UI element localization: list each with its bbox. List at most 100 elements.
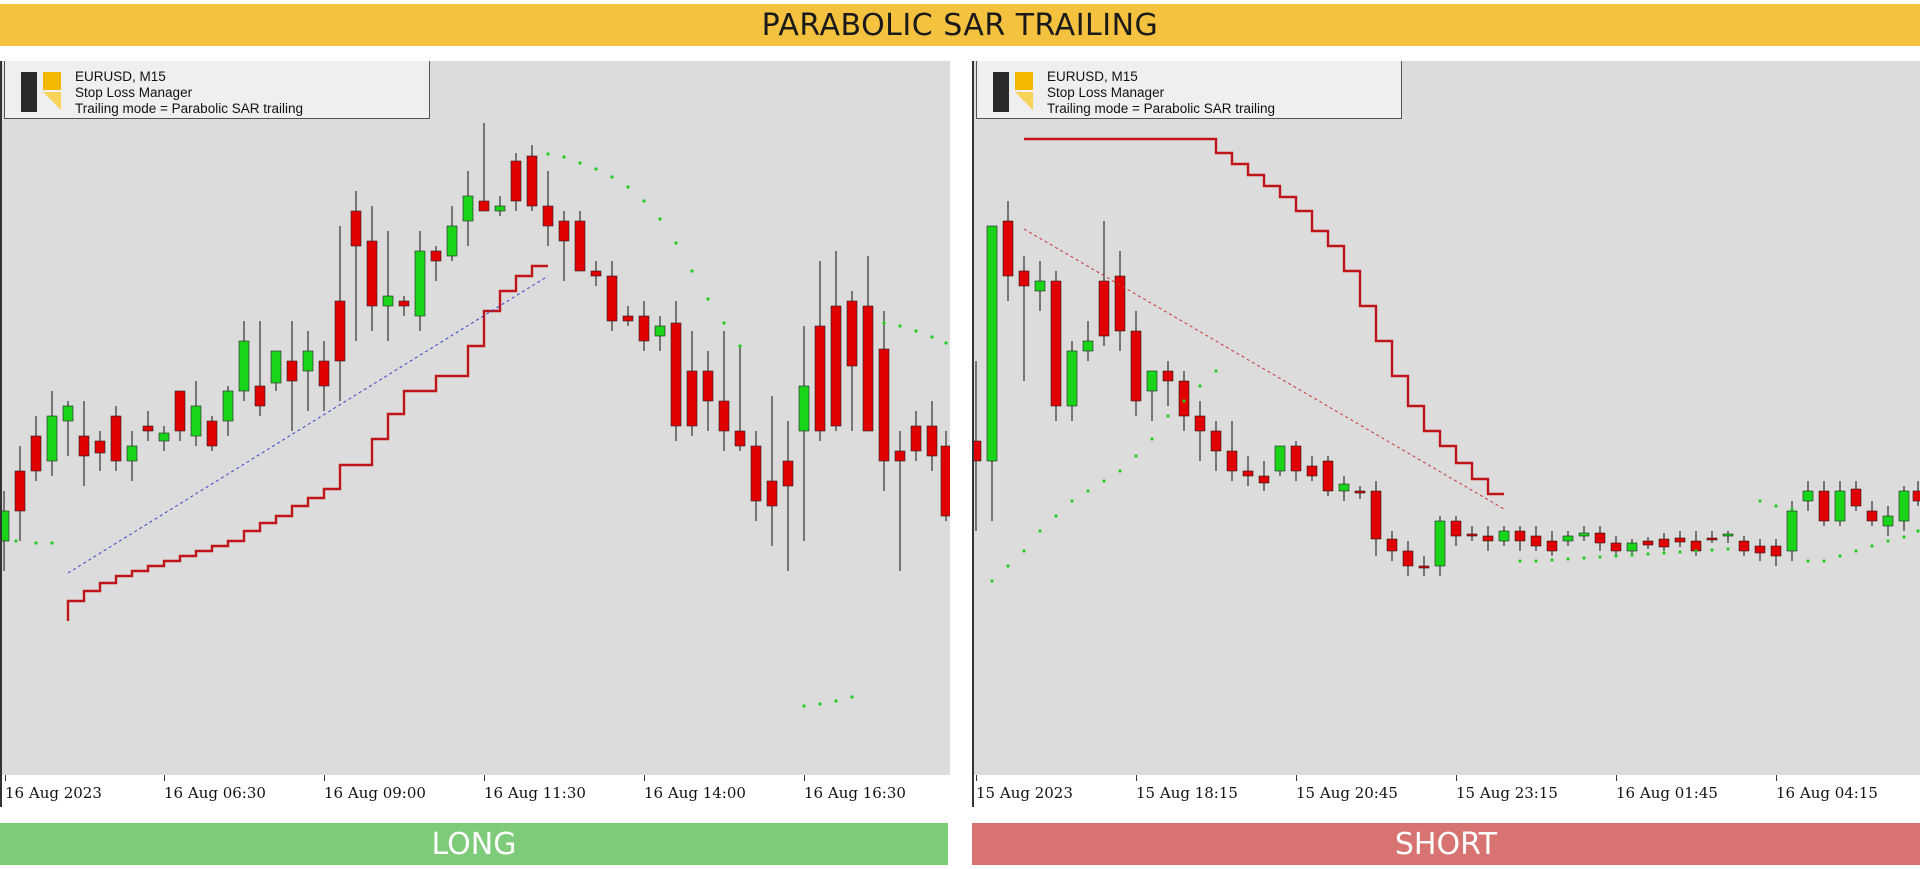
sar-dot — [674, 241, 678, 245]
sar-dot — [834, 699, 838, 703]
short-label-bar: SHORT — [972, 823, 1920, 865]
sar-dot — [738, 344, 742, 348]
bear-candle — [478, 200, 490, 212]
bear-candle — [1594, 532, 1606, 544]
bear-candle — [1018, 270, 1030, 287]
sar-dot — [1182, 399, 1186, 403]
sar-dot — [34, 541, 38, 545]
sar-dot — [1038, 529, 1042, 533]
bull-candle — [1626, 542, 1638, 552]
bear-candle — [1912, 490, 1920, 502]
bear-candle — [398, 300, 410, 307]
bear-candle — [334, 300, 346, 362]
bear-candle — [14, 470, 26, 512]
sar-dot — [1518, 559, 1522, 563]
bear-candle — [254, 385, 266, 407]
page-title: PARABOLIC SAR TRAILING — [761, 7, 1159, 43]
bear-candle — [1642, 540, 1654, 546]
bear-candle — [94, 440, 106, 454]
sar-dot — [1678, 550, 1682, 554]
sar-dot — [1582, 556, 1586, 560]
bear-candle — [1130, 330, 1142, 402]
bear-candle — [1226, 450, 1238, 472]
bear-candle — [734, 430, 746, 447]
bull-candle — [1498, 530, 1510, 542]
bull-candle — [238, 340, 250, 392]
chart-panel-short[interactable]: EURUSD, M15 Stop Loss Manager Trailing m… — [972, 61, 1920, 807]
bull-candle — [654, 325, 666, 337]
sar-dot — [1054, 514, 1058, 518]
symbol-label: EURUSD, M15 — [1047, 69, 1138, 84]
time-axis-label: 16 Aug 14:00 — [644, 784, 746, 802]
bull-candle — [1898, 490, 1910, 522]
time-axis-label: 16 Aug 09:00 — [324, 784, 426, 802]
trailing-mode-label: Trailing mode = Parabolic SAR trailing — [1047, 101, 1275, 116]
bull-candle — [1834, 490, 1846, 522]
sar-dot — [1534, 559, 1538, 563]
sar-dot — [562, 155, 566, 159]
bear-candle — [1546, 540, 1558, 552]
bull-candle — [1802, 490, 1814, 502]
bear-candle — [830, 305, 842, 427]
bear-candle — [1850, 488, 1862, 507]
bull-candle — [222, 390, 234, 422]
sar-dot — [1214, 369, 1218, 373]
sar-dot — [626, 185, 630, 189]
trailing-mode-label: Trailing mode = Parabolic SAR trailing — [75, 101, 303, 116]
stop-loss-manager-logo-icon — [991, 70, 1033, 112]
bear-candle — [206, 420, 218, 447]
bear-candle — [526, 155, 538, 207]
sar-dot — [1102, 479, 1106, 483]
bull-candle — [1066, 350, 1078, 407]
bear-candle — [1770, 545, 1782, 557]
bear-candle — [510, 160, 522, 202]
bear-candle — [286, 360, 298, 382]
bear-candle — [894, 450, 906, 462]
bear-candle — [1258, 475, 1270, 484]
sar-dot — [1886, 539, 1890, 543]
sar-dot — [1694, 549, 1698, 553]
time-axis-label: 16 Aug 11:30 — [484, 784, 586, 802]
bear-candle — [430, 250, 442, 262]
bull-candle — [798, 385, 810, 432]
sar-dot — [990, 579, 994, 583]
short-label: SHORT — [1394, 826, 1498, 862]
sar-dot — [1150, 437, 1154, 441]
bear-candle — [766, 480, 778, 507]
bear-candle — [750, 445, 762, 502]
sar-dot — [818, 702, 822, 706]
bear-candle — [542, 205, 554, 227]
bear-candle — [638, 315, 650, 342]
bull-candle — [1786, 510, 1798, 552]
bull-candle — [986, 225, 998, 462]
bear-candle — [926, 425, 938, 457]
chart-panel-long[interactable]: EURUSD, M15 Stop Loss Manager Trailing m… — [0, 61, 950, 807]
bear-candle — [702, 370, 714, 402]
bear-candle — [142, 425, 154, 432]
bull-candle — [462, 195, 474, 222]
bear-candle — [1098, 280, 1110, 337]
bull-candle — [382, 295, 394, 307]
tool-label: Stop Loss Manager — [75, 85, 193, 100]
tool-label: Stop Loss Manager — [1047, 85, 1165, 100]
bear-candle — [1674, 537, 1686, 543]
time-axis-label: 15 Aug 18:15 — [1136, 784, 1238, 802]
sar-dot — [1086, 489, 1090, 493]
price-chart-long[interactable] — [2, 61, 950, 775]
sar-dot — [1806, 559, 1810, 563]
sar-dot — [722, 321, 726, 325]
sar-dot — [1854, 549, 1858, 553]
sar-dot — [1662, 551, 1666, 555]
bear-candle — [558, 220, 570, 242]
bull-candle — [270, 350, 282, 384]
sar-dot — [1774, 504, 1778, 508]
sar-dot — [1166, 414, 1170, 418]
bear-candle — [1050, 280, 1062, 407]
time-axis-label: 16 Aug 01:45 — [1616, 784, 1718, 802]
bear-candle — [1242, 470, 1254, 477]
bear-candle — [1450, 520, 1462, 537]
bull-candle — [494, 205, 506, 212]
price-chart-short[interactable] — [974, 61, 1920, 775]
sar-dot — [50, 541, 54, 545]
sar-dot — [1822, 559, 1826, 563]
